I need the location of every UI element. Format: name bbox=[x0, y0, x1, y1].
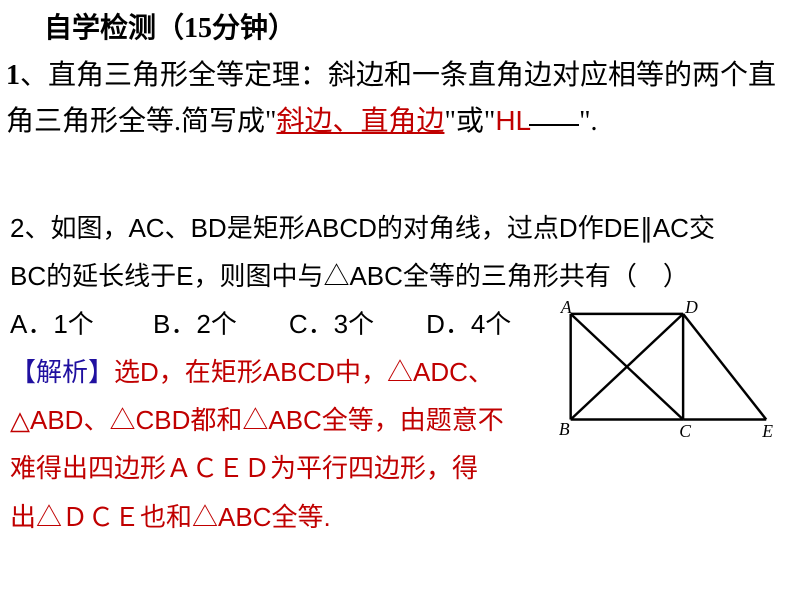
q2-line2: BC的延长线于E，则图中与△ABC全等的三角形共有（ ） bbox=[10, 252, 786, 300]
geometry-diagram: A D B C E bbox=[556, 298, 776, 453]
solution-text-1: 选D，在矩形ABCD中，△ADC、 bbox=[114, 357, 494, 387]
solution-text-4: 出△ＤＣＥ也和△ABC全等. bbox=[10, 493, 786, 541]
question-1: 1、直角三角形全等定理：斜边和一条直角边对应相等的两个直角三角形全等.简写成"斜… bbox=[6, 54, 786, 145]
solution-label: 【解析】 bbox=[10, 357, 114, 387]
svg-text:D: D bbox=[684, 298, 698, 317]
q1-blank-line bbox=[529, 124, 579, 126]
svg-text:B: B bbox=[559, 419, 570, 439]
q1-blank-answer: 斜边、直角边 bbox=[276, 106, 444, 137]
q1-text-b: "或" bbox=[444, 106, 495, 137]
q1-hl-answer: HL bbox=[495, 105, 531, 136]
q1-number: 1 bbox=[6, 60, 20, 91]
svg-text:A: A bbox=[560, 298, 572, 317]
q2-line1: 2、如图，AC、BD是矩形ABCD的对角线，过点D作DE∥AC交 bbox=[10, 204, 786, 252]
svg-text:C: C bbox=[679, 421, 691, 441]
section-title: 自学检测（15分钟） bbox=[44, 6, 296, 46]
q1-text-c: ". bbox=[579, 106, 597, 137]
svg-text:E: E bbox=[761, 421, 773, 441]
